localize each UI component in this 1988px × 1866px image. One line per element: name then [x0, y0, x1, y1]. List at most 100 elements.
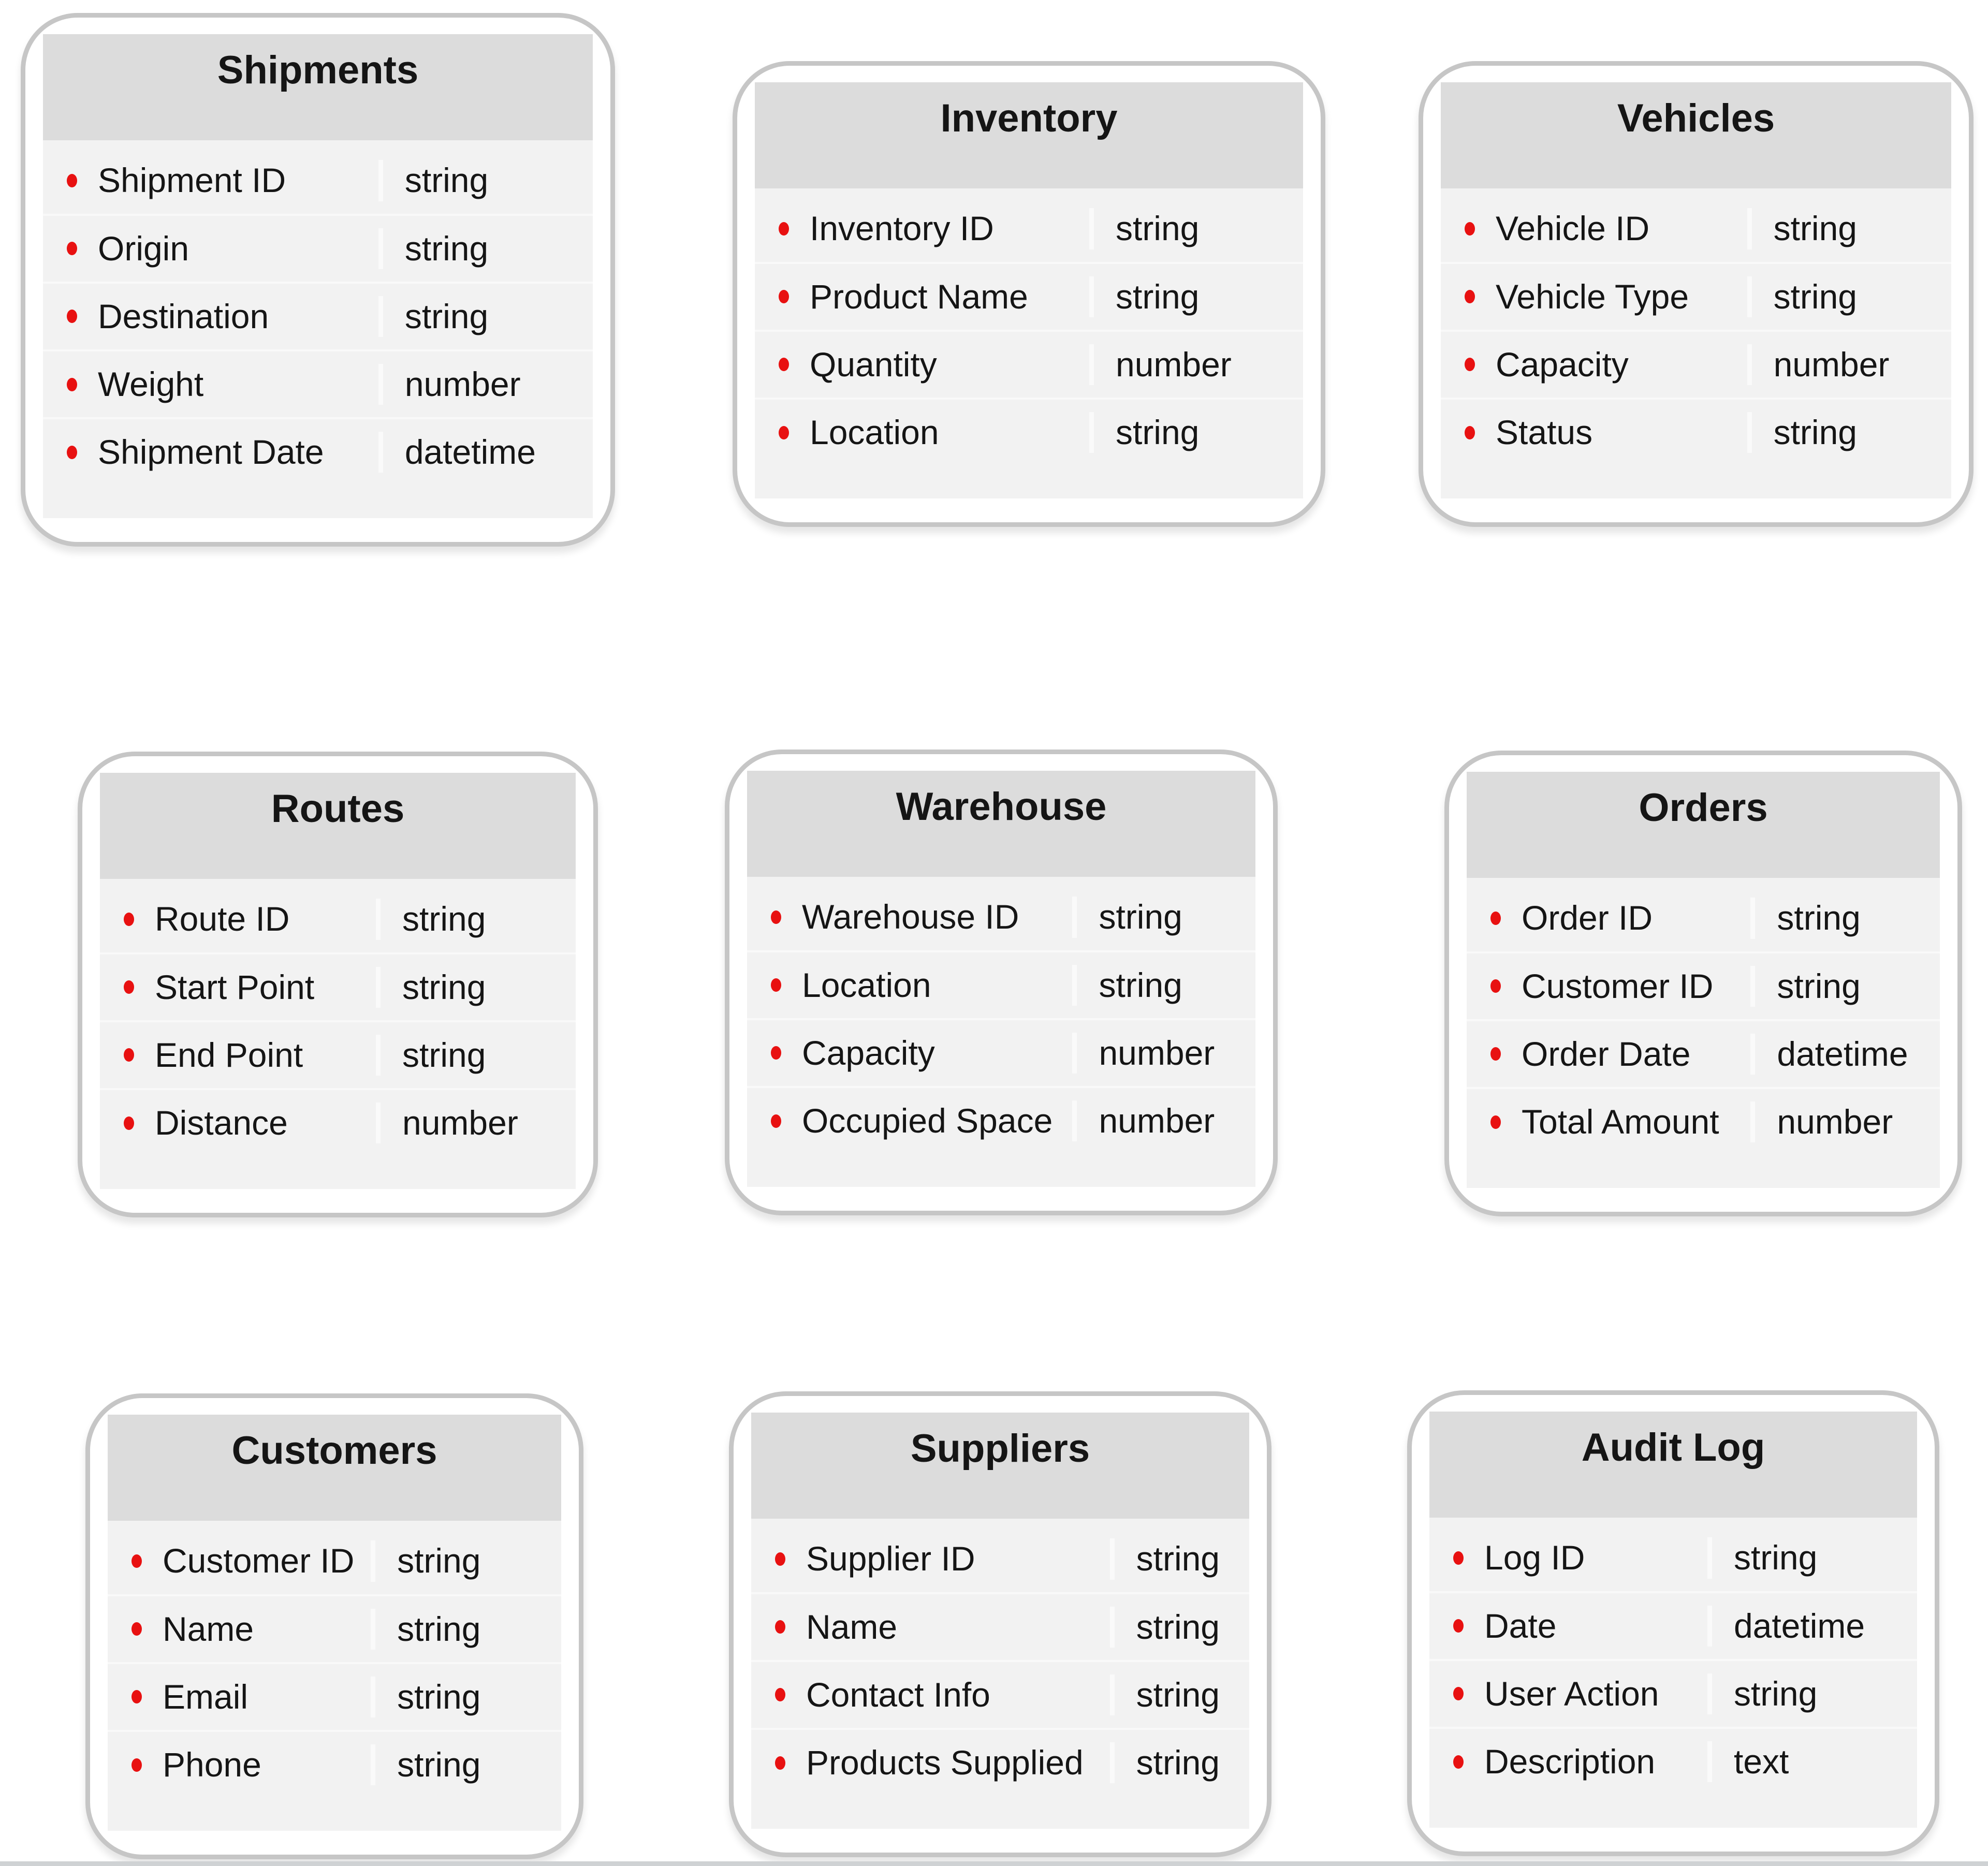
field-bullet-icon [67, 310, 77, 324]
table-body: Shipment ID string Origin string Destination… [43, 140, 593, 519]
field-type: string [378, 296, 593, 337]
field-name: Start Point [155, 967, 315, 1006]
table-title: Warehouse [896, 785, 1107, 829]
field-bullet-icon [779, 222, 789, 236]
field-row: Order Date datetime [1467, 1019, 1940, 1087]
field-row: Capacity number [1441, 329, 1951, 398]
field-bullet-icon [124, 912, 134, 926]
field-name: Shipment ID [98, 161, 286, 200]
field-name: Shipment Date [98, 433, 324, 472]
field-row: Warehouse ID string [747, 884, 1255, 950]
field-bullet-icon [775, 1688, 785, 1702]
field-row: Customer ID string [1467, 951, 1940, 1019]
table-card-warehouse[interactable]: Warehouse Warehouse ID string Location stri… [725, 750, 1278, 1216]
field-row: Supplier ID string [751, 1526, 1249, 1592]
field-name: End Point [155, 1035, 303, 1074]
field-bullet-icon [1490, 911, 1501, 925]
field-name: Quantity [810, 345, 937, 384]
field-name: Route ID [155, 900, 290, 938]
field-row: Vehicle ID string [1441, 196, 1951, 261]
field-bullet-icon [131, 1554, 142, 1568]
table-card-orders[interactable]: Orders Order ID string Customer ID string Or… [1444, 751, 1962, 1217]
field-name: Warehouse ID [802, 898, 1019, 936]
field-type: string [1109, 1742, 1249, 1784]
field-bullet-icon [1490, 1115, 1501, 1129]
field-type: string [1109, 1674, 1249, 1715]
field-bullet-icon [775, 1756, 785, 1770]
field-name: Weight [98, 364, 204, 403]
field-bullet-icon [67, 445, 77, 459]
field-name: Date [1484, 1606, 1557, 1645]
field-name: Customer ID [163, 1541, 355, 1580]
field-type: string [1747, 412, 1951, 453]
field-type: number [1072, 1032, 1255, 1074]
field-name: Name [163, 1609, 254, 1648]
table-body: Inventory ID string Product Name string Quan… [755, 188, 1303, 499]
field-type: string [371, 1608, 561, 1650]
field-bullet-icon [124, 980, 134, 994]
table-body: Vehicle ID string Vehicle Type string Capaci… [1441, 188, 1951, 499]
field-name: Email [163, 1677, 248, 1716]
field-type: number [1089, 344, 1303, 385]
field-name: Occupied Space [802, 1101, 1053, 1140]
field-type: datetime [378, 432, 593, 473]
field-type: string [371, 1676, 561, 1717]
table-header: Inventory [755, 82, 1303, 189]
table-card-shipments[interactable]: Shipments Shipment ID string Origin string D… [21, 13, 615, 547]
field-name: Order Date [1522, 1034, 1691, 1073]
field-bullet-icon [771, 1046, 781, 1060]
field-name: Status [1496, 413, 1593, 451]
table-header: Shipments [43, 34, 593, 141]
field-type: datetime [1707, 1605, 1917, 1647]
field-row: Location string [755, 397, 1303, 465]
field-row: Shipment ID string [43, 148, 593, 213]
field-type: string [376, 966, 576, 1008]
field-name: Location [810, 413, 939, 451]
field-row: End Point string [100, 1020, 576, 1088]
table-card-customers[interactable]: Customers Customer ID string Name string Ema… [85, 1393, 583, 1860]
field-row: Occupied Space number [747, 1085, 1255, 1154]
table-card-inventory[interactable]: Inventory Inventory ID string Product Name… [733, 61, 1325, 527]
table-title: Shipments [217, 48, 419, 92]
field-name: Distance [155, 1103, 288, 1142]
field-bullet-icon [779, 425, 789, 439]
field-row: Phone string [108, 1729, 561, 1798]
field-bullet-icon [1465, 222, 1475, 236]
table-card-audit-log[interactable]: Audit Log Log ID string Date datetime User A… [1407, 1390, 1939, 1857]
field-type: string [376, 899, 576, 940]
field-type: datetime [1750, 1033, 1940, 1075]
table-body: Order ID string Customer ID string Order Dat… [1467, 878, 1940, 1188]
field-name: Description [1484, 1742, 1656, 1781]
field-row: Origin string [43, 213, 593, 282]
field-type: string [1109, 1606, 1249, 1648]
field-bullet-icon [771, 910, 781, 924]
table-title: Routes [271, 787, 405, 831]
table-card-suppliers[interactable]: Suppliers Supplier ID string Name string Con… [729, 1391, 1271, 1858]
field-bullet-icon [1453, 1551, 1464, 1565]
table-card-routes[interactable]: Routes Route ID string Start Point string En… [78, 752, 598, 1218]
field-name: Order ID [1522, 899, 1653, 937]
field-name: Capacity [802, 1033, 935, 1072]
table-title: Vehicles [1617, 96, 1775, 140]
field-type: number [1747, 344, 1951, 385]
field-row: Description text [1429, 1726, 1917, 1795]
field-row: Capacity number [747, 1018, 1255, 1086]
field-row: Name string [751, 1592, 1249, 1660]
field-row: Customer ID string [108, 1528, 561, 1594]
field-bullet-icon [124, 1048, 134, 1062]
field-bullet-icon [131, 1758, 142, 1772]
field-row: User Action string [1429, 1658, 1917, 1727]
field-bullet-icon [1465, 290, 1475, 304]
field-bullet-icon [124, 1116, 134, 1130]
table-title: Orders [1639, 786, 1768, 830]
field-type: string [378, 228, 593, 269]
table-header: Warehouse [747, 771, 1255, 877]
field-row: Weight number [43, 349, 593, 417]
field-row: Email string [108, 1662, 561, 1730]
field-row: Location string [747, 950, 1255, 1018]
field-bullet-icon [1453, 1687, 1464, 1701]
table-card-vehicles[interactable]: Vehicles Vehicle ID string Vehicle Type str… [1419, 61, 1974, 527]
table-header: Orders [1467, 772, 1940, 878]
field-row: Order ID string [1467, 885, 1940, 951]
